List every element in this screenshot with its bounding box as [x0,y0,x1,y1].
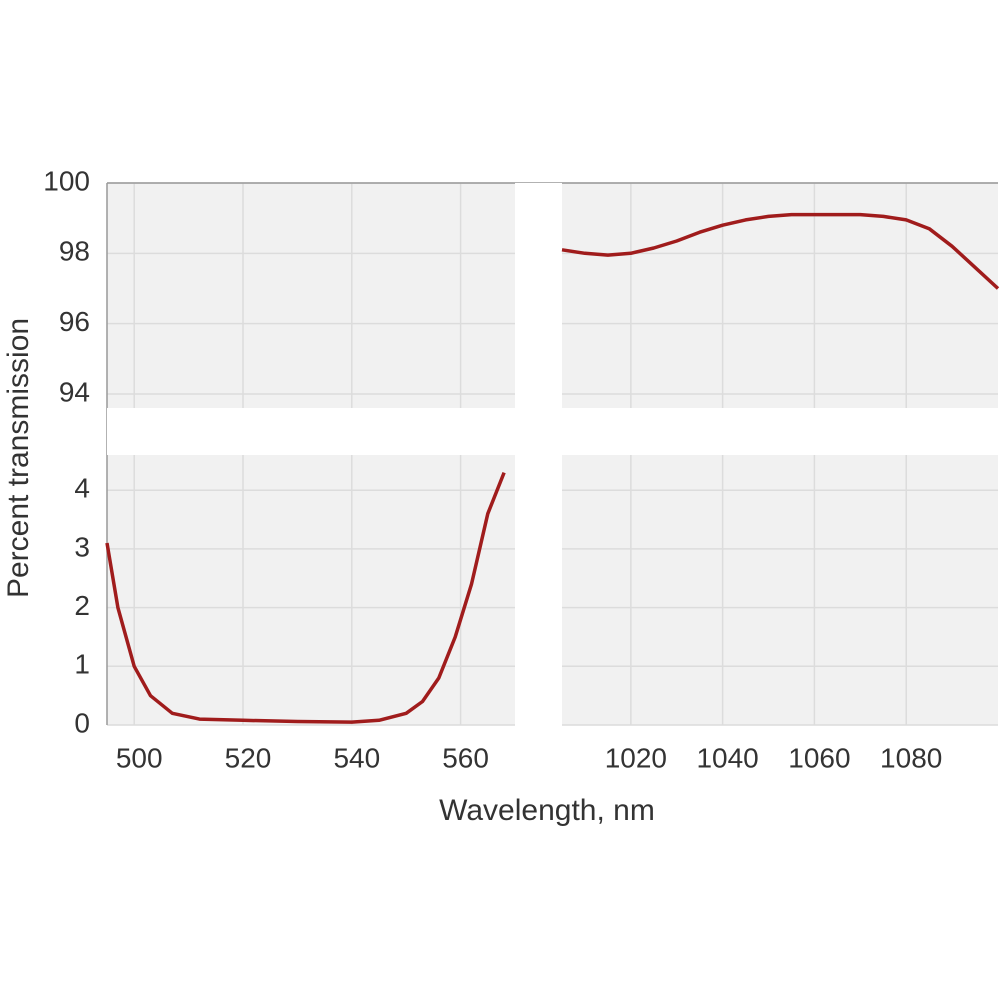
x-tick-label: 1020 [605,742,667,773]
x-tick-label: 1080 [880,742,942,773]
x-tick-label: 1060 [788,742,850,773]
axis-break [107,408,998,455]
y-tick-label: 2 [74,590,90,621]
y-tick-label: 94 [59,376,90,407]
x-tick-label: 1040 [696,742,758,773]
y-tick-label: 4 [74,473,90,504]
y-tick-label: 3 [74,531,90,562]
x-tick-label: 500 [116,742,163,773]
y-tick-label: 100 [43,165,90,196]
panel-background [562,455,998,725]
x-tick-label: 520 [225,742,272,773]
y-tick-label: 0 [74,707,90,738]
y-axis-label: Percent transmission [2,318,35,598]
x-axis-label: Wavelength, nm [439,794,655,827]
panel-background [107,183,515,408]
data-line [105,471,506,724]
panel-background [562,183,998,408]
panel-background [107,455,515,725]
y-tick-label: 98 [59,236,90,267]
y-tick-label: 96 [59,306,90,337]
x-tick-label: 540 [333,742,380,773]
x-tick-label: 560 [442,742,489,773]
y-tick-label: 1 [74,649,90,680]
data-line [561,212,1000,290]
